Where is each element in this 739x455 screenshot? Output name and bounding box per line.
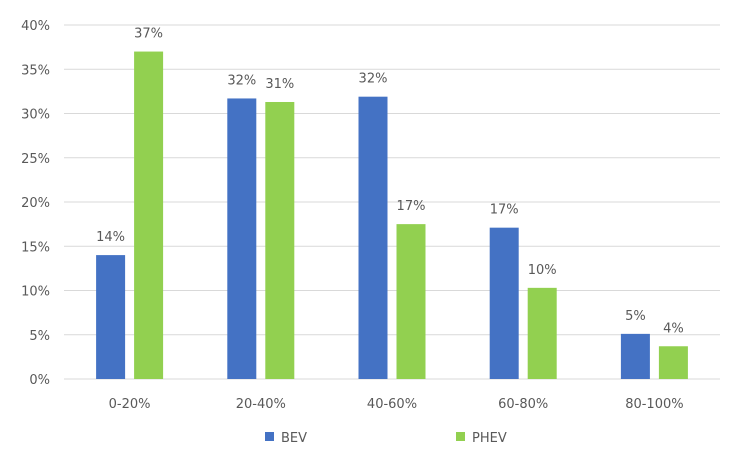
gridlines (64, 24, 720, 336)
legend-swatch-phev (456, 432, 465, 441)
bar-phev (658, 346, 688, 379)
y-tick-label: 5% (29, 329, 50, 344)
legend-swatch-bev (265, 432, 274, 441)
y-tick-label: 0% (29, 373, 50, 388)
y-tick-label: 25% (21, 152, 50, 167)
bar-phev (134, 51, 164, 380)
bar-bev (96, 255, 126, 379)
x-tick-label: 60-80% (498, 397, 548, 412)
bar-bev (358, 96, 388, 379)
y-tick-label: 35% (21, 63, 50, 78)
data-label: 17% (397, 199, 426, 214)
data-label: 32% (227, 73, 256, 88)
data-labels: 14% 37% 32% 31% 32% 17% 17% 10% 5% 4% (96, 27, 684, 337)
bar-bev (489, 227, 519, 379)
y-tick-label: 30% (21, 108, 50, 123)
data-label: 10% (528, 263, 557, 278)
bar-bev (620, 333, 650, 379)
data-label: 17% (490, 203, 519, 218)
data-label: 14% (96, 230, 125, 245)
y-tick-label: 20% (21, 196, 50, 211)
x-tick-label: 20-40% (236, 397, 286, 412)
data-label: 5% (625, 309, 646, 324)
y-tick-label: 10% (21, 285, 50, 300)
x-tick-label: 0-20% (109, 397, 151, 412)
bar-bev (227, 98, 257, 379)
legend: BEV PHEV (265, 431, 507, 446)
bars (96, 51, 688, 380)
data-label: 37% (134, 27, 163, 42)
y-axis: 0% 5% 10% 15% 20% 25% 30% 35% 40% (21, 19, 50, 388)
legend-label: PHEV (472, 431, 507, 446)
bar-phev (265, 101, 295, 380)
bar-phev (396, 224, 426, 379)
data-label: 32% (359, 72, 388, 87)
legend-label: BEV (281, 431, 307, 446)
x-tick-label: 40-60% (367, 397, 417, 412)
data-label: 31% (265, 77, 294, 92)
bar-phev (527, 287, 557, 379)
x-tick-label: 80-100% (625, 397, 683, 412)
data-label: 4% (663, 321, 684, 336)
y-tick-label: 15% (21, 240, 50, 255)
x-axis: 0-20% 20-40% 40-60% 60-80% 80-100% (64, 378, 720, 412)
y-tick-label: 40% (21, 19, 50, 34)
